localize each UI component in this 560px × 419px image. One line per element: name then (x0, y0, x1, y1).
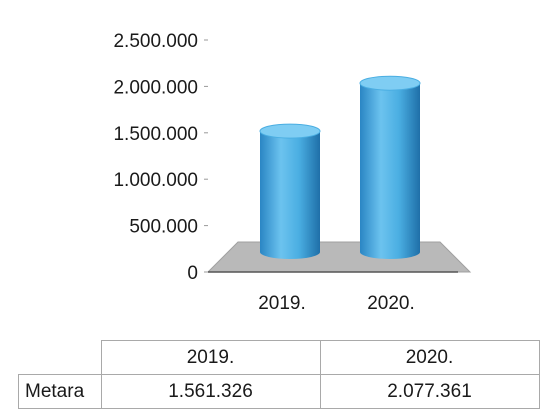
table-row: Metara 1.561.326 2.077.361 (18, 374, 540, 409)
table-value-2019: 1.561.326 (100, 374, 321, 409)
y-tick-label: 2.000.000 (113, 77, 198, 98)
table-value-2020: 2.077.361 (319, 374, 540, 409)
table-header-2019: 2019. (100, 340, 321, 375)
y-tick-label: 1.000.000 (113, 170, 198, 191)
chart-floor (206, 241, 472, 273)
table-row-label: Metara (18, 374, 102, 409)
table-header-2020: 2020. (319, 340, 540, 375)
y-tick-label: 0 (187, 263, 198, 284)
y-tick-label: 2.500.000 (113, 31, 198, 52)
x-tick-label: 2020. (367, 293, 415, 314)
bar-2019 (259, 123, 321, 259)
table-corner-cell (18, 340, 102, 375)
x-tick-label: 2019. (258, 293, 306, 314)
y-tick-label: 500.000 (129, 217, 198, 238)
bar-2020 (359, 75, 421, 259)
y-tick-label: 1.500.000 (113, 124, 198, 145)
table-header-row: 2019. 2020. (18, 340, 540, 375)
bar-chart: 0 500.000 1.000.000 1.500.000 2.000.000 2.500… (113, 31, 472, 314)
data-table: 2019. 2020. Metara 1.561.326 2.077.361 (18, 340, 540, 409)
